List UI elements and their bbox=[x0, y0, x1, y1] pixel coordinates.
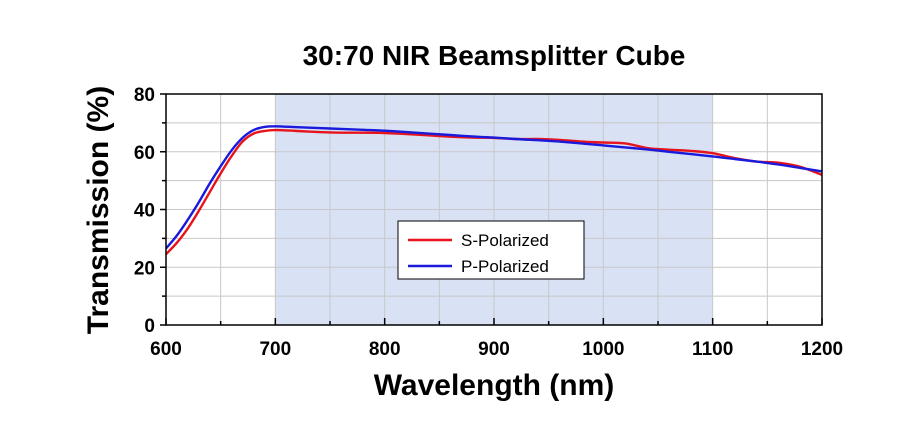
chart-title: 30:70 NIR Beamsplitter Cube bbox=[303, 40, 686, 71]
x-tick-label: 1200 bbox=[801, 339, 843, 360]
x-tick-label: 600 bbox=[150, 339, 182, 360]
plot-area bbox=[165, 93, 823, 326]
y-axis-ticks: 0 20 40 60 80 bbox=[134, 85, 166, 337]
legend-label: P-Polarized bbox=[461, 257, 549, 276]
y-tick-label: 40 bbox=[134, 201, 155, 222]
y-tick-label: 80 bbox=[134, 85, 155, 106]
y-tick-label: 60 bbox=[134, 143, 155, 164]
x-tick-label: 1100 bbox=[692, 339, 733, 360]
grid bbox=[166, 94, 822, 325]
x-tick-label: 900 bbox=[478, 339, 510, 360]
series-line-s-polarized bbox=[166, 128, 822, 256]
x-tick-label: 800 bbox=[369, 339, 401, 360]
y-tick-label: 0 bbox=[144, 316, 155, 337]
y-tick-label: 20 bbox=[134, 258, 155, 279]
x-tick-label: 1000 bbox=[582, 339, 624, 360]
legend-box bbox=[397, 220, 585, 280]
legend: S-Polarized P-Polarized bbox=[397, 220, 585, 280]
x-axis-ticks: 600 700 800 900 1000 1100 1200 bbox=[150, 318, 843, 360]
legend-label: S-Polarized bbox=[461, 231, 549, 250]
series-line-p-polarized bbox=[166, 125, 822, 250]
x-tick-label: 700 bbox=[259, 339, 291, 360]
y-axis-label: Transmission (%) bbox=[82, 86, 115, 334]
x-axis-label: Wavelength (nm) bbox=[374, 369, 615, 402]
